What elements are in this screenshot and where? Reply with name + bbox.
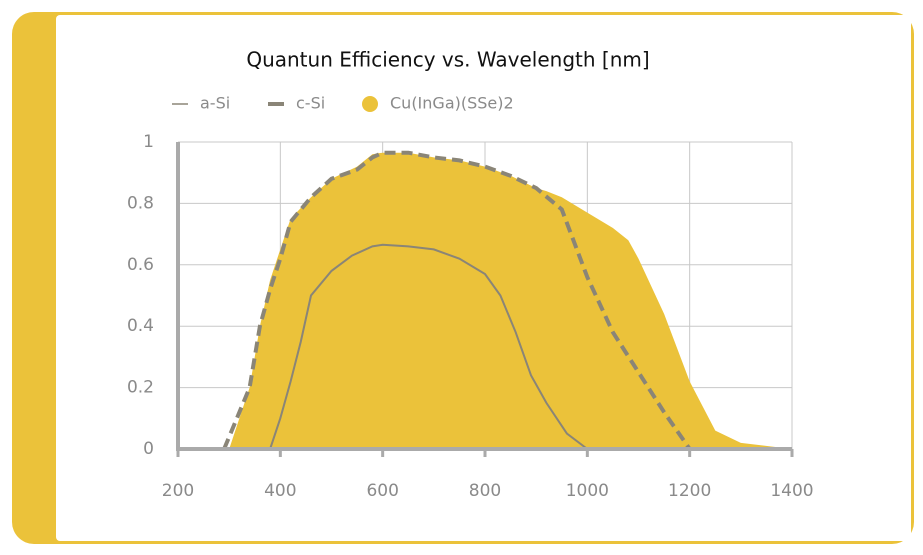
y-tick-label: 0.2 bbox=[127, 378, 154, 398]
chart-title: Quantun Efficiency vs. Wavelength [nm] bbox=[246, 48, 649, 72]
x-tick-label: 800 bbox=[469, 481, 501, 501]
x-tick-label: 1400 bbox=[770, 481, 813, 501]
legend-label: Cu(InGa)(SSe)2 bbox=[390, 94, 514, 113]
x-tick-label: 200 bbox=[162, 481, 194, 501]
x-tick-label: 1000 bbox=[566, 481, 609, 501]
y-tick-label: 1 bbox=[143, 132, 154, 152]
x-tick-label: 1200 bbox=[668, 481, 711, 501]
area bbox=[229, 152, 792, 449]
y-tick-label: 0 bbox=[143, 439, 154, 459]
y-tick-label: 0.8 bbox=[127, 193, 154, 213]
x-tick-label: 400 bbox=[264, 481, 296, 501]
legend-label: a-Si bbox=[200, 94, 230, 113]
line bbox=[269, 243, 588, 450]
legend-marker bbox=[362, 96, 378, 112]
y-tick-label: 0.4 bbox=[127, 316, 154, 336]
x-tick-label: 600 bbox=[366, 481, 398, 501]
legend-label: c-Si bbox=[296, 94, 325, 113]
y-tick-label: 0.6 bbox=[127, 255, 154, 275]
line bbox=[222, 150, 692, 451]
